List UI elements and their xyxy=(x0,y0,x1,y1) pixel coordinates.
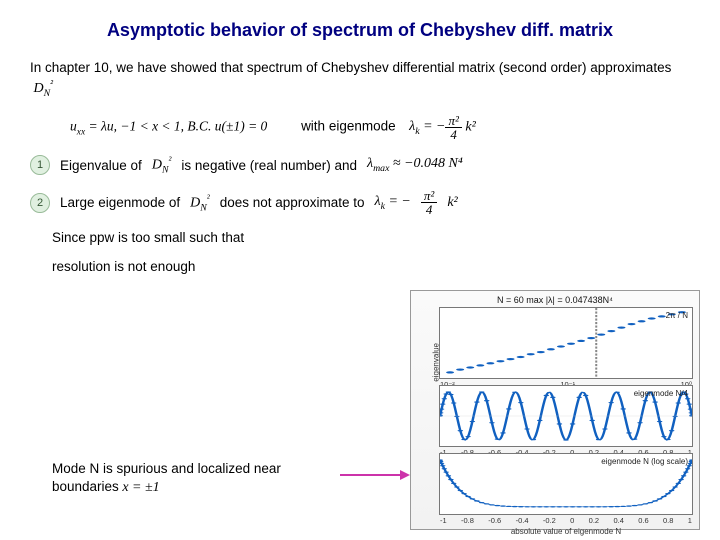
arrow-icon xyxy=(340,465,410,485)
item2-text-b: does not approximate to xyxy=(220,195,365,210)
slide-title: Asymptotic behavior of spectrum of Cheby… xyxy=(0,0,720,59)
item1-text-b: is negative (real number) and xyxy=(181,158,357,173)
panel-bot-xlabel: absolute value of eigenmode N xyxy=(439,527,693,536)
intro-paragraph: In chapter 10, we have showed that spect… xyxy=(30,59,690,100)
panel-mid-label: eigenmode N/4 xyxy=(634,389,688,398)
panel-mid: eigenmode N/4 -1-0.8-0.6-0.4-0.200.20.40… xyxy=(439,385,693,447)
item1-approx: λmax ≈ −0.048 N⁴ xyxy=(367,156,463,174)
dn-symbol-intro: DN² xyxy=(30,81,53,96)
main-equation: uxx = λu, −1 < x < 1, B.C. u(±1) = 0 wit… xyxy=(70,114,720,141)
intro-text: In chapter 10, we have showed that spect… xyxy=(30,60,671,75)
item-1-row: 1 Eigenvalue of DN² is negative (real nu… xyxy=(30,155,720,175)
figure-area: N = 60 max |λ| = 0.047438N⁴ eigenvalue 2… xyxy=(410,290,700,530)
figure-title: N = 60 max |λ| = 0.047438N⁴ xyxy=(417,295,693,305)
since-text: Since ppw is too small such that xyxy=(52,230,720,245)
item1-text-a: Eigenvalue of xyxy=(60,158,142,173)
with-eigenmode-label: with eigenmode xyxy=(301,118,396,133)
panel-top-svg xyxy=(440,308,692,378)
panel-top: eigenvalue 2π / N 10⁻² 10⁻¹ 10⁰ xyxy=(439,307,693,379)
item2-lambda: λk = − xyxy=(375,194,411,212)
item-2-row: 2 Large eigenmode of DN² does not approx… xyxy=(30,189,720,216)
bullet-1: 1 xyxy=(30,155,50,175)
dn-symbol-item1: DN² xyxy=(152,155,172,175)
dn-symbol-item2: DN² xyxy=(190,193,210,213)
panel-top-ylabel: eigenvalue xyxy=(432,343,441,382)
mode-note: Mode N is spurious and localized near bo… xyxy=(52,460,342,497)
panel-bot-label: eigenmode N (log scale) xyxy=(601,457,688,466)
panel-bot: eigenmode N (log scale) -1-0.8-0.6-0.4-0… xyxy=(439,453,693,515)
panel-top-label: 2π / N xyxy=(666,311,688,320)
bullet-2: 2 xyxy=(30,193,50,213)
item2-text-a: Large eigenmode of xyxy=(60,195,180,210)
panel-bot-xticks: -1-0.8-0.6-0.4-0.200.20.40.60.81 xyxy=(440,516,692,525)
resolution-text: resolution is not enough xyxy=(52,259,720,274)
